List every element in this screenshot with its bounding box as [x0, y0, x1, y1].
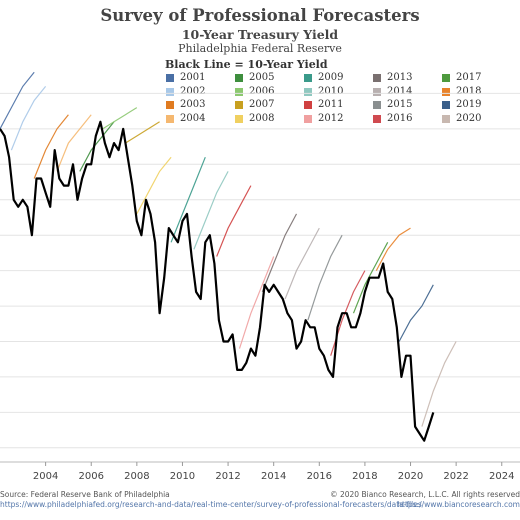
- legend-swatch: [373, 74, 381, 82]
- legend-label: 2015: [387, 99, 413, 110]
- legend-label: 2018: [456, 85, 482, 97]
- legend-swatch: [304, 114, 312, 123]
- legend-swatch: [373, 101, 381, 109]
- source-text: Source: Federal Reserve Bank of Philadel…: [0, 490, 170, 499]
- legend: 2001 2002 2003 2004 2005 2006 2007 2008 2009 2010…: [166, 72, 506, 128]
- legend-label: 2006: [249, 85, 275, 97]
- legend-swatch: [442, 114, 450, 123]
- legend-label: 2001: [180, 72, 206, 83]
- forecast-line-2012: [238, 256, 275, 349]
- legend-label: 2007: [249, 99, 275, 110]
- x-tick-label: 2018: [352, 471, 377, 482]
- forecast-line-2005: [79, 121, 115, 172]
- forecast-line-2017: [352, 242, 389, 314]
- x-tick-label: 2010: [170, 471, 195, 482]
- forecast-line-2010: [193, 171, 229, 250]
- legend-label: 2014: [387, 85, 413, 97]
- legend-swatch: [166, 101, 174, 109]
- forecast-line-2006: [102, 107, 138, 130]
- forecast-line-2003: [33, 114, 69, 179]
- copyright-text: © 2020 Bianco Research, L.L.C. All right…: [330, 490, 520, 499]
- legend-swatch: [166, 87, 174, 96]
- legend-label: 2011: [318, 99, 344, 110]
- x-tick-label: 2014: [261, 471, 286, 482]
- x-tick-label: 2022: [443, 471, 468, 482]
- legend-swatch: [442, 101, 450, 109]
- legend-swatch: [373, 114, 381, 123]
- x-tick-label: 2016: [307, 471, 332, 482]
- legend-label: 2017: [456, 72, 482, 83]
- legend-label: 2004: [180, 112, 206, 124]
- legend-label: 2010: [318, 85, 344, 97]
- chart-subtitle: 10-Year Treasury Yield: [181, 27, 339, 42]
- x-tick-label: 2008: [124, 471, 149, 482]
- forecast-line-2018: [375, 227, 411, 271]
- forecast-line-2013: [261, 213, 298, 293]
- chart-title: Survey of Professional Forecasters: [100, 6, 420, 25]
- x-tick-label: 2020: [398, 471, 423, 482]
- legend-label: 2013: [387, 72, 413, 83]
- legend-swatch: [304, 87, 312, 96]
- legend-label: 2002: [180, 85, 206, 97]
- forecast-line-2011: [216, 185, 252, 257]
- forecast-line-2019: [398, 284, 434, 342]
- x-tick-label: 2006: [79, 471, 104, 482]
- legend-swatch: [235, 101, 243, 109]
- legend-title: Black Line = 10-Year Yield: [165, 58, 328, 71]
- legend-label: 2005: [249, 72, 275, 83]
- forecast-line-2014: [284, 227, 320, 300]
- forecast-line-2015: [307, 234, 343, 321]
- forecast-line-2001: [0, 71, 35, 130]
- legend-label: 2009: [318, 72, 344, 83]
- legend-label: 2003: [180, 99, 206, 110]
- legend-swatch: [235, 114, 243, 123]
- legend-swatch: [235, 87, 243, 96]
- forecast-line-2008: [136, 156, 172, 215]
- actual-yield-line: [0, 120, 435, 442]
- copyright-url: https://www.biancoresearch.com: [397, 500, 520, 509]
- legend-label: 2008: [249, 112, 275, 124]
- legend-swatch: [373, 87, 381, 96]
- legend-label: 2012: [318, 112, 344, 124]
- x-tick-label: 2004: [33, 471, 58, 482]
- legend-swatch: [304, 74, 312, 82]
- source-url: https://www.philadelphiafed.org/research…: [0, 500, 422, 509]
- legend-swatch: [442, 87, 450, 96]
- legend-swatch: [166, 114, 174, 123]
- legend-label: 2019: [456, 99, 482, 110]
- legend-swatch: [442, 74, 450, 82]
- forecast-line-2002: [10, 86, 47, 151]
- legend-label: 2020: [456, 112, 482, 124]
- legend-swatch: [304, 101, 312, 109]
- x-tick-label: 2012: [215, 471, 240, 482]
- legend-label: 2016: [387, 112, 413, 124]
- x-tick-label: 2024: [489, 471, 514, 482]
- forecast-line-2020: [421, 341, 457, 427]
- legend-swatch: [166, 74, 174, 82]
- forecast-line-2004: [56, 114, 92, 172]
- forecast-line-2007: [125, 121, 160, 144]
- chart-subtitle-source: Philadelphia Federal Reserve: [178, 42, 342, 55]
- forecast-line-2009: [170, 156, 206, 243]
- legend-swatch: [235, 74, 243, 82]
